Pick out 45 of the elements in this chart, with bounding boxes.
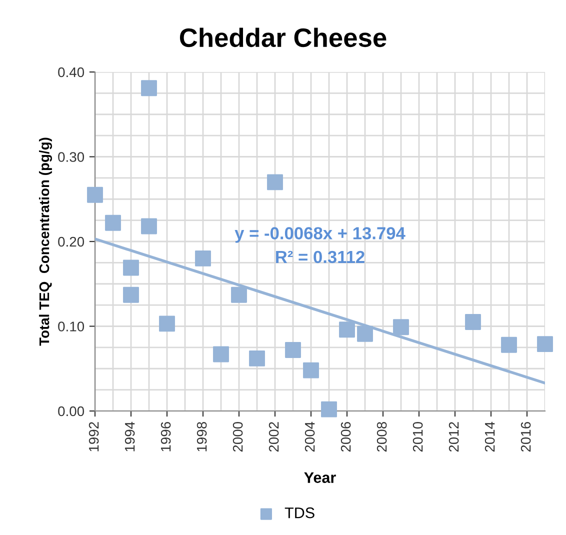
point [357, 326, 373, 342]
y-tick-label: 0.00 [58, 406, 84, 416]
x-tick-label: 2004 [304, 422, 315, 452]
y-tick-label: 0.40 [58, 67, 84, 78]
point [141, 80, 157, 96]
x-tick-label: 1994 [124, 422, 135, 452]
chart-title: Cheddar Cheese [180, 28, 386, 48]
x-axis-title: Year [304, 472, 336, 483]
point [123, 260, 139, 276]
point [123, 286, 139, 303]
point [141, 218, 157, 234]
point [339, 322, 355, 338]
x-tick-label: 2006 [340, 422, 351, 452]
point [213, 346, 229, 362]
annotation: R² = 0.3112 [276, 250, 364, 264]
x-tick-label: 2016 [520, 422, 531, 452]
annotation: y = -0.0068x + 13.794 [234, 227, 406, 243]
y-tick-label: 0.30 [58, 152, 84, 162]
x-tick-label: 2000 [232, 422, 243, 452]
x-tick-label: 2008 [376, 422, 387, 452]
point [87, 186, 103, 203]
point [249, 350, 265, 366]
point [105, 214, 121, 231]
x-tick-label: 2012 [448, 422, 459, 452]
point [159, 316, 175, 332]
x-tick-label: 1996 [160, 422, 171, 452]
point [537, 336, 553, 352]
point [267, 174, 283, 190]
x-tick-label: 2010 [412, 422, 423, 452]
point [195, 250, 211, 266]
y-axis-title: Total TEQ Concentration (pg/g) [38, 138, 52, 346]
point [303, 362, 319, 378]
point [465, 314, 481, 330]
x-tick-label: 2014 [484, 422, 495, 452]
x-tick-label: 1998 [196, 422, 207, 452]
x-tick-label: 1992 [88, 422, 99, 452]
legend-label: TDS [284, 507, 314, 518]
y-tick-label: 0.20 [58, 236, 84, 247]
point [231, 286, 247, 303]
point [393, 319, 409, 336]
y-tick-label: 0.10 [58, 322, 84, 332]
point [321, 401, 337, 418]
point [285, 342, 301, 358]
x-tick-label: 2002 [268, 422, 279, 452]
point [501, 336, 517, 353]
